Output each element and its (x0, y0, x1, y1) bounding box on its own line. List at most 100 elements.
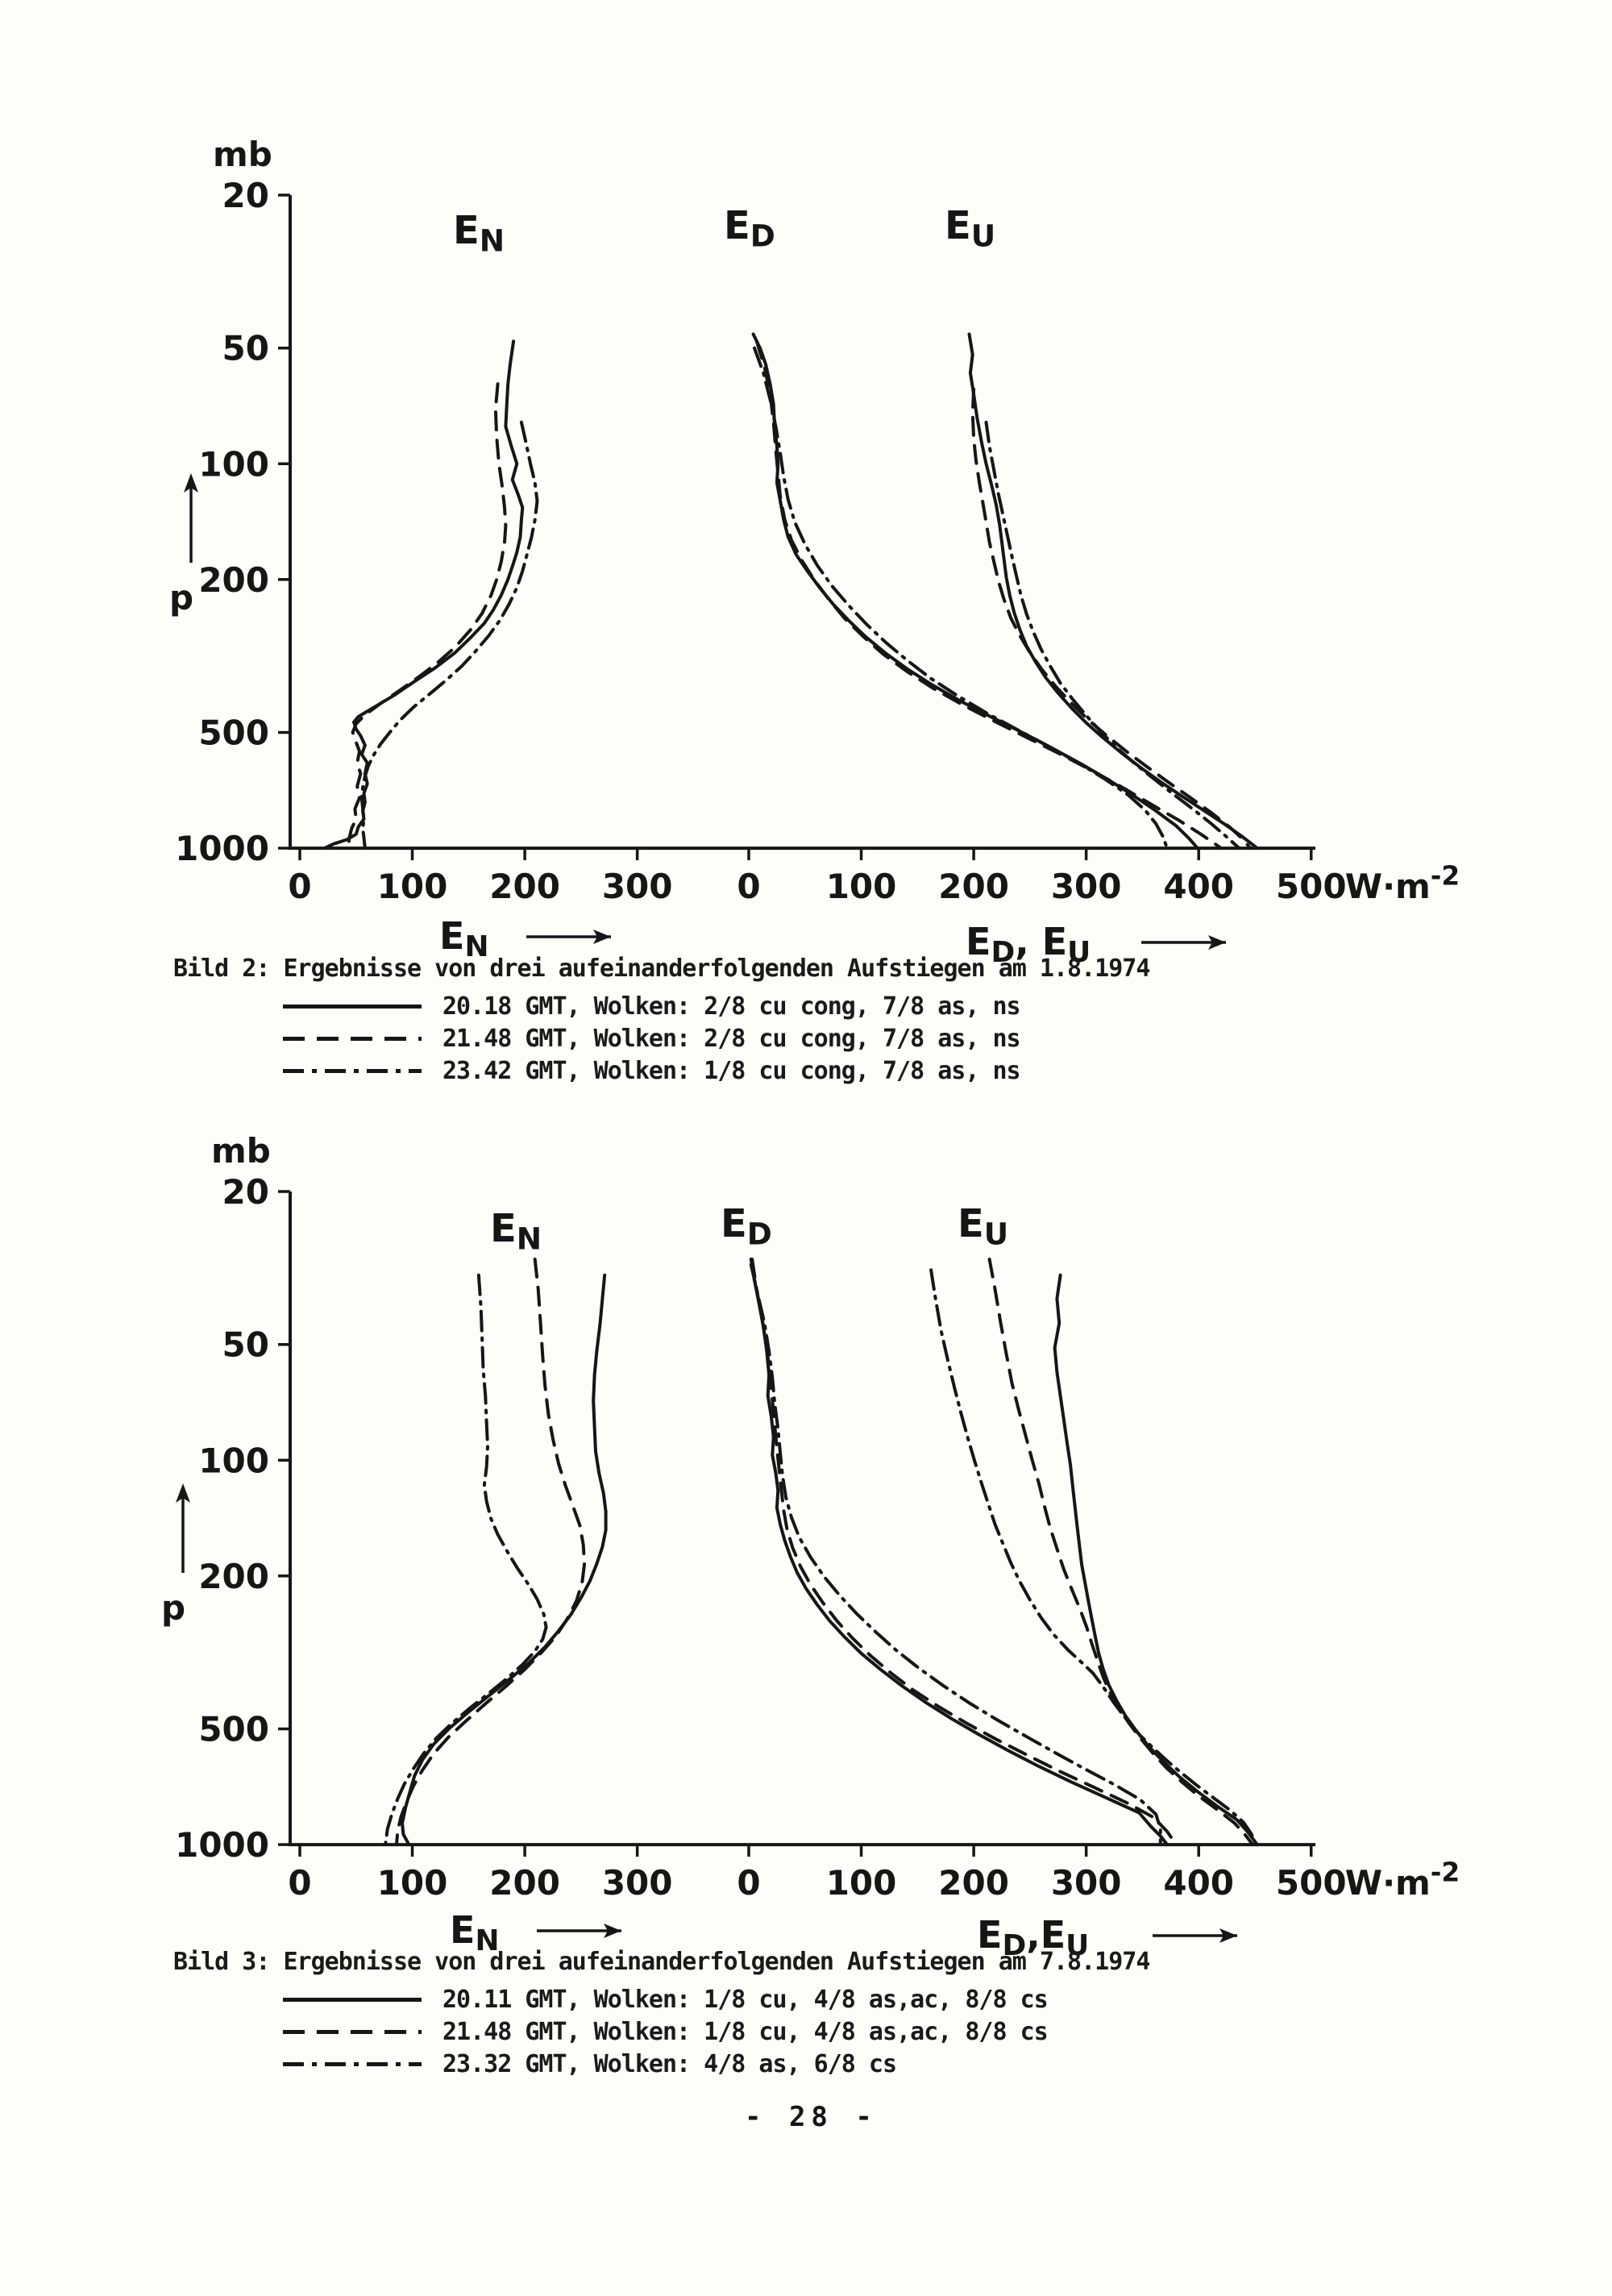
curve-bild2-en-solid (322, 339, 525, 851)
arrow-head (184, 473, 198, 493)
pressure-axis-arrow (184, 473, 198, 563)
x-tick-label: 500 (1276, 1863, 1347, 1903)
x-label-en: EN (450, 1908, 499, 1957)
figure2-label: Bild 2: (173, 955, 270, 983)
y-axis-unit-label: mb (211, 1131, 271, 1171)
group-label-ed: ED (721, 1201, 772, 1252)
curve-bild3-eu-dashdot (929, 1268, 1258, 1847)
y-tick-label: 50 (222, 1325, 269, 1365)
x-tick-label: 300 (602, 1863, 673, 1903)
curve-bild2-en-dashed (347, 382, 508, 851)
chart-bild3: 20 50 100 200 500 1000 mb p 0 100 200 300 0 100 200 300… (161, 1131, 1460, 1962)
curve-bild3-en-dashdot (384, 1273, 548, 1847)
curve-bild2-ed-dashdot (753, 346, 1170, 851)
x-axis-unit-label: W·m-2 (1345, 1857, 1460, 1903)
legend-entry: 23.32 GMT, Wolken: 4/8 as, 6/8 cs (173, 2048, 1149, 2080)
x-tick-label: 0 (737, 1863, 760, 1903)
figure2-caption: Bild 2: Ergebnisse von drei aufeinanderf… (173, 951, 1151, 1087)
pressure-axis-arrow (176, 1483, 190, 1573)
curve-bild3-eu-solid (1053, 1273, 1259, 1847)
curve-bild2-ed-dashed (754, 339, 1224, 851)
group-label-ed: ED (724, 203, 775, 254)
figure3-caption-title: Bild 3: Ergebnisse von drei aufeinanderf… (173, 1945, 1151, 1983)
y-tick-label: 500 (198, 713, 269, 753)
x-axis-unit-label: W·m-2 (1345, 860, 1460, 906)
y-tick-label: 100 (198, 444, 269, 484)
y-tick-label: 500 (198, 1710, 269, 1749)
x-tick-label: 200 (938, 867, 1009, 906)
legend-entry-text: 21.48 GMT, Wolken: 1/8 cu, 4/8 as,ac, 8/… (442, 2017, 1049, 2046)
figure2-title-text: Ergebnisse von drei aufeinanderfolgenden… (283, 955, 1151, 983)
legend-entry: 23.42 GMT, Wolken: 1/8 cu cong, 7/8 as, … (173, 1054, 1149, 1087)
curve-bild3-ed-dashed (750, 1258, 1178, 1847)
x-label-en: EN (439, 914, 488, 963)
arrow-head (604, 1924, 621, 1938)
figure2-legend: 20.18 GMT, Wolken: 2/8 cu cong, 7/8 as, … (173, 990, 1149, 1087)
x-tick-label: 0 (288, 1863, 311, 1903)
group-label-eu: EU (945, 203, 995, 254)
legend-line-sample-dashdot (283, 2061, 422, 2066)
page-number: - 28 - (745, 2101, 878, 2133)
legend-line-sample-dashed (283, 1036, 422, 1041)
axes-lines (289, 195, 1315, 851)
arrow-head (593, 930, 611, 944)
y-tick-label: 20 (222, 1172, 269, 1212)
legend-line-sample-solid (283, 1004, 422, 1009)
legend-line-sample-dashdot (283, 1068, 422, 1073)
curve-bild2-en-dashdot (359, 420, 539, 851)
x-tick-label: 0 (737, 867, 760, 906)
curve-bild2-eu-dashed (970, 387, 1253, 851)
x-tick-label: 100 (826, 867, 897, 906)
x-label-edu-arrow (1141, 935, 1226, 950)
group-label-en: EN (453, 208, 505, 259)
y-tick-label: 200 (198, 560, 269, 600)
curve-bild3-en-solid (401, 1273, 608, 1847)
x-tick-label: 200 (489, 1863, 560, 1903)
x-tick-label: 100 (826, 1863, 897, 1903)
arrow-head (1208, 935, 1226, 950)
x-tick-label: 500 (1276, 867, 1347, 906)
curve-bild3-ed-dashdot (749, 1262, 1162, 1847)
figure3-legend: 20.11 GMT, Wolken: 1/8 cu, 4/8 as,ac, 8/… (173, 1983, 1149, 2080)
x-label-edu: ED,EU (977, 1913, 1089, 1962)
curve-bild2-eu-dashdot (984, 420, 1241, 851)
y-tick-label: 100 (198, 1441, 269, 1480)
arrow-head (176, 1483, 190, 1503)
y-tick-label: 50 (222, 329, 269, 368)
curve-bild3-en-dashed (395, 1258, 587, 1847)
axes-lines (289, 1192, 1315, 1847)
x-label-edu-arrow (1153, 1928, 1237, 1943)
y-axis-label: p (161, 1588, 185, 1628)
x-tick-label: 300 (1051, 867, 1122, 906)
arrow-head (1219, 1928, 1237, 1943)
curve-bild3-ed-solid (749, 1258, 1170, 1847)
x-tick-label: 400 (1163, 1863, 1234, 1903)
y-tick-label: 1000 (175, 829, 269, 868)
chart-bild2: 20 50 100 200 500 1000 mb p 0 100 200 300 0 100 200 300… (169, 135, 1460, 969)
x-tick-label: 200 (489, 867, 560, 906)
legend-line-sample-dashed (283, 2029, 422, 2034)
legend-entry: 20.18 GMT, Wolken: 2/8 cu cong, 7/8 as, … (173, 990, 1149, 1022)
legend-line-sample-solid (283, 1997, 422, 2002)
legend-entry: 21.48 GMT, Wolken: 1/8 cu, 4/8 as,ac, 8/… (173, 2015, 1149, 2048)
curve-bild3-eu-dashed (987, 1258, 1255, 1847)
figure3-caption: Bild 3: Ergebnisse von drei aufeinanderf… (173, 1945, 1151, 2080)
legend-entry-text: 20.18 GMT, Wolken: 2/8 cu cong, 7/8 as, … (442, 992, 1021, 1021)
figure3-title-text: Ergebnisse von drei aufeinanderfolgenden… (283, 1948, 1151, 1976)
x-tick-label: 300 (1051, 1863, 1122, 1903)
curve-bild2-eu-solid (967, 332, 1259, 851)
legend-entry-text: 20.11 GMT, Wolken: 1/8 cu, 4/8 as,ac, 8/… (442, 1985, 1049, 2014)
x-tick-label: 200 (938, 1863, 1009, 1903)
x-tick-label: 100 (377, 867, 448, 906)
x-label-edu: ED, EU (966, 920, 1091, 969)
x-tick-label: 100 (377, 1863, 448, 1903)
y-tick-label: 1000 (175, 1825, 269, 1865)
legend-entry-text: 21.48 GMT, Wolken: 2/8 cu cong, 7/8 as, … (442, 1024, 1021, 1053)
legend-entry-text: 23.42 GMT, Wolken: 1/8 cu cong, 7/8 as, … (442, 1056, 1021, 1085)
figure2-caption-title: Bild 2: Ergebnisse von drei aufeinanderf… (173, 951, 1151, 990)
legend-entry: 21.48 GMT, Wolken: 2/8 cu cong, 7/8 as, … (173, 1022, 1149, 1054)
x-tick-label: 400 (1163, 867, 1234, 906)
x-label-en-arrow (526, 930, 611, 944)
